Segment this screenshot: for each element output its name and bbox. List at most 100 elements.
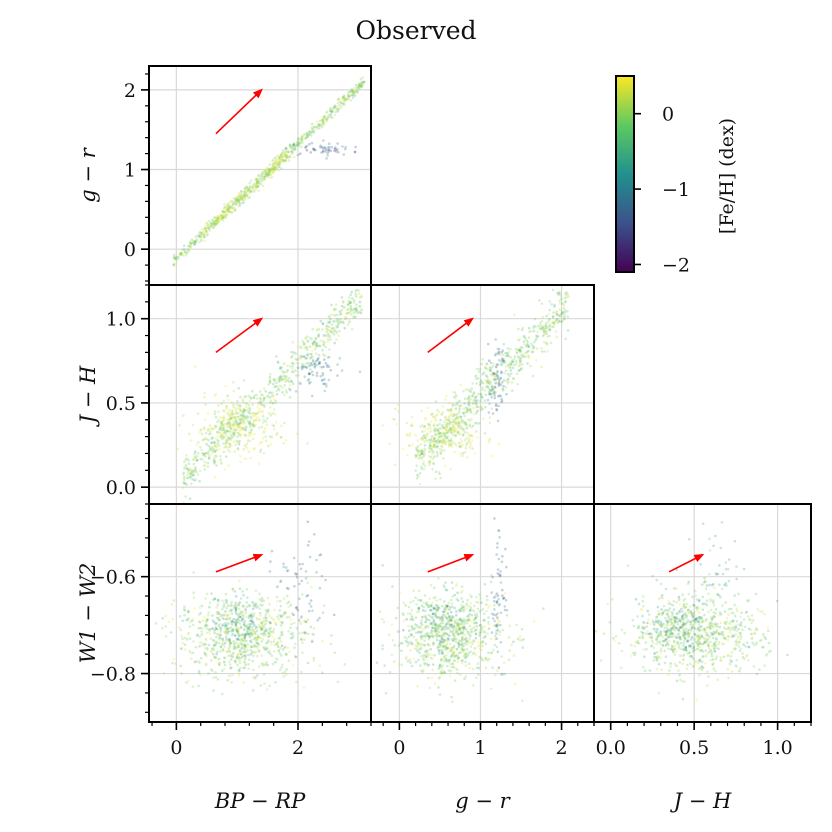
data-point	[703, 627, 706, 631]
data-point	[500, 655, 504, 658]
data-point	[238, 433, 241, 437]
data-point	[254, 645, 257, 648]
data-point	[500, 357, 504, 360]
data-point	[192, 239, 195, 243]
data-point	[237, 603, 240, 607]
data-point	[500, 400, 503, 404]
data-point	[421, 654, 425, 657]
data-point	[493, 643, 497, 647]
data-point	[409, 612, 412, 615]
data-point	[410, 664, 414, 668]
data-point	[281, 154, 285, 158]
data-point	[463, 414, 467, 418]
data-point	[239, 625, 243, 629]
data-point	[287, 159, 291, 162]
data-point	[445, 643, 449, 646]
data-point	[641, 625, 644, 629]
data-point	[230, 609, 233, 612]
data-point	[492, 648, 495, 652]
data-point	[186, 476, 189, 480]
data-point	[564, 293, 568, 297]
data-point	[303, 365, 306, 369]
data-point	[270, 395, 274, 398]
data-point	[279, 580, 282, 584]
data-point	[355, 307, 358, 310]
data-point	[208, 629, 211, 632]
data-point	[230, 401, 234, 404]
data-point	[456, 402, 459, 406]
data-point	[210, 218, 214, 222]
data-point	[268, 652, 272, 655]
data-point	[426, 624, 430, 628]
data-point	[420, 465, 423, 469]
data-point	[521, 699, 524, 702]
data-point	[485, 595, 489, 598]
data-point	[252, 447, 256, 451]
data-point	[465, 442, 469, 445]
data-point	[316, 618, 320, 622]
data-point	[266, 663, 270, 667]
data-point	[206, 412, 210, 415]
data-point	[438, 625, 441, 629]
data-point	[272, 382, 275, 386]
data-point	[267, 170, 271, 174]
data-point	[192, 591, 196, 594]
data-point	[197, 659, 201, 663]
data-point	[275, 161, 279, 165]
data-point	[251, 414, 255, 418]
data-point	[431, 657, 435, 661]
data-point	[279, 154, 283, 157]
data-point	[248, 399, 252, 403]
data-point	[258, 665, 261, 668]
data-point	[304, 136, 307, 140]
data-point	[443, 427, 447, 430]
data-point	[512, 654, 516, 657]
data-point	[236, 199, 240, 202]
data-point	[515, 372, 519, 376]
data-point	[500, 560, 504, 564]
data-point	[437, 577, 440, 580]
data-point	[465, 410, 469, 414]
data-point	[416, 474, 420, 478]
data-point	[324, 578, 327, 582]
data-point	[193, 451, 197, 454]
data-point	[246, 643, 249, 646]
data-point	[292, 664, 295, 667]
data-point	[448, 420, 452, 424]
data-point	[253, 182, 256, 186]
data-point	[348, 94, 352, 98]
data-point	[275, 595, 279, 599]
data-point	[202, 233, 206, 236]
data-point	[247, 186, 251, 190]
data-point	[281, 391, 284, 394]
data-point	[233, 416, 237, 419]
data-point	[242, 593, 245, 597]
data-point	[700, 648, 704, 652]
data-point	[472, 391, 476, 394]
data-point	[707, 625, 710, 629]
data-point	[433, 626, 437, 630]
y-tick-label: 0.0	[106, 477, 136, 499]
data-point	[245, 186, 248, 190]
data-point	[179, 628, 182, 632]
data-point	[213, 597, 217, 600]
data-point	[404, 639, 408, 643]
data-point	[206, 619, 209, 622]
data-point	[454, 631, 458, 634]
data-point	[491, 454, 494, 458]
data-point	[299, 355, 303, 359]
data-point	[321, 671, 324, 674]
data-point	[330, 145, 334, 149]
data-point	[283, 152, 286, 156]
data-point	[464, 420, 467, 424]
data-point	[274, 660, 277, 664]
data-point	[207, 449, 211, 453]
data-point	[475, 402, 478, 406]
data-point	[474, 653, 478, 656]
data-point	[327, 325, 331, 329]
data-point	[451, 605, 454, 608]
data-point	[426, 643, 430, 646]
data-point	[471, 401, 475, 405]
data-point	[273, 168, 277, 171]
data-point	[243, 661, 246, 664]
